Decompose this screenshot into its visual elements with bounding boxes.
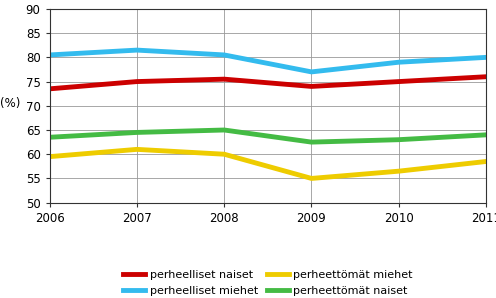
- Y-axis label: (%): (%): [0, 97, 20, 110]
- Legend: perheelliset naiset, perheelliset miehet, perheettömät miehet, perheettömät nais: perheelliset naiset, perheelliset miehet…: [123, 270, 413, 296]
